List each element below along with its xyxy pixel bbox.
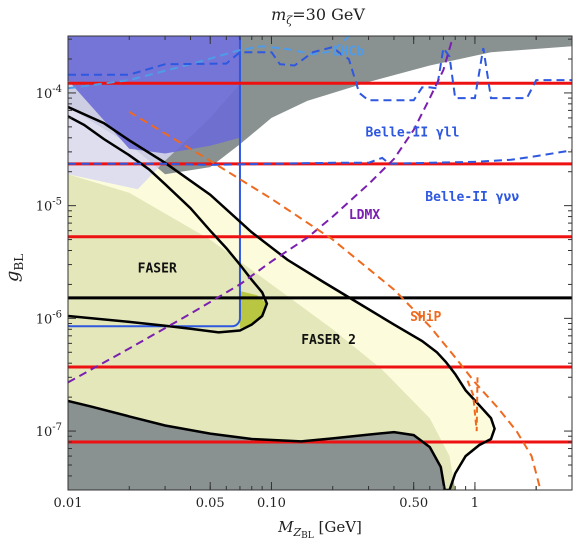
- curve-faser-2: [68, 105, 496, 490]
- xlabel-main: M: [277, 518, 294, 536]
- chart-title: mζ=30 GeV: [271, 5, 365, 27]
- curve-faser: [68, 115, 269, 334]
- plot-area: [68, 36, 572, 490]
- curve-ldmx: [68, 40, 453, 384]
- curve-belle-ii-ll: [68, 45, 572, 102]
- label-ship: SHiP: [410, 310, 441, 325]
- label-faser: FASER: [138, 262, 177, 277]
- x-tick-label: 0.05: [196, 496, 225, 511]
- curve-belle-ii-: [68, 149, 572, 166]
- xlabel-unit: [GeV]: [314, 518, 362, 536]
- faser-bright-region: [239, 291, 267, 329]
- x-tick-label: 1: [471, 496, 479, 511]
- x-axis-ticks: 0.01 0.05 0.10 0.50 1: [54, 36, 573, 511]
- title-sub: ζ: [286, 14, 293, 27]
- label-belle-ii-: Belle-II γνν: [425, 190, 519, 205]
- y-tick-label: 10-4: [36, 84, 62, 102]
- ylabel-sub: BL: [12, 254, 26, 271]
- label-ldmx: LDMX: [349, 208, 380, 223]
- y-tick-label: 10-5: [36, 197, 62, 215]
- faser-box-outline: [68, 36, 241, 328]
- plot-frame: [67, 35, 573, 491]
- belle-excluded-region: [68, 36, 240, 154]
- curve-ship-spike: [466, 377, 479, 432]
- label-faser-2: FASER 2: [301, 333, 356, 348]
- x-tick-label: 0.10: [257, 496, 286, 511]
- y-tick-label: 10-7: [36, 422, 62, 440]
- excluded-region-bottom: [68, 401, 445, 490]
- x-axis-title: MZBL [GeV]: [277, 518, 362, 541]
- curve-lhcb: [68, 36, 350, 90]
- y-axis-title: gBL: [2, 254, 26, 282]
- x-tick-label: 0.50: [399, 496, 428, 511]
- title-suffix: =30 GeV: [292, 5, 365, 24]
- y-axis-ticks: 10-7 10-6 10-5 10-4: [36, 38, 572, 491]
- y-tick-label: 10-6: [36, 309, 62, 327]
- annotations: LHCb Belle-II γll Belle-II γνν LDMX FASER FAS…: [138, 44, 520, 348]
- sensitivity-curves: [68, 36, 572, 490]
- curve-ship: [128, 110, 542, 490]
- ylabel-main: g: [2, 271, 23, 283]
- xlabel-subsub: BL: [301, 531, 314, 541]
- label-lhcb: LHCb: [333, 44, 364, 59]
- x-tick-label: 0.01: [54, 496, 83, 511]
- label-belle-ii-ll: Belle-II γll: [366, 126, 460, 141]
- title-prefix: m: [271, 5, 286, 24]
- xlabel-sub: Z: [292, 526, 301, 539]
